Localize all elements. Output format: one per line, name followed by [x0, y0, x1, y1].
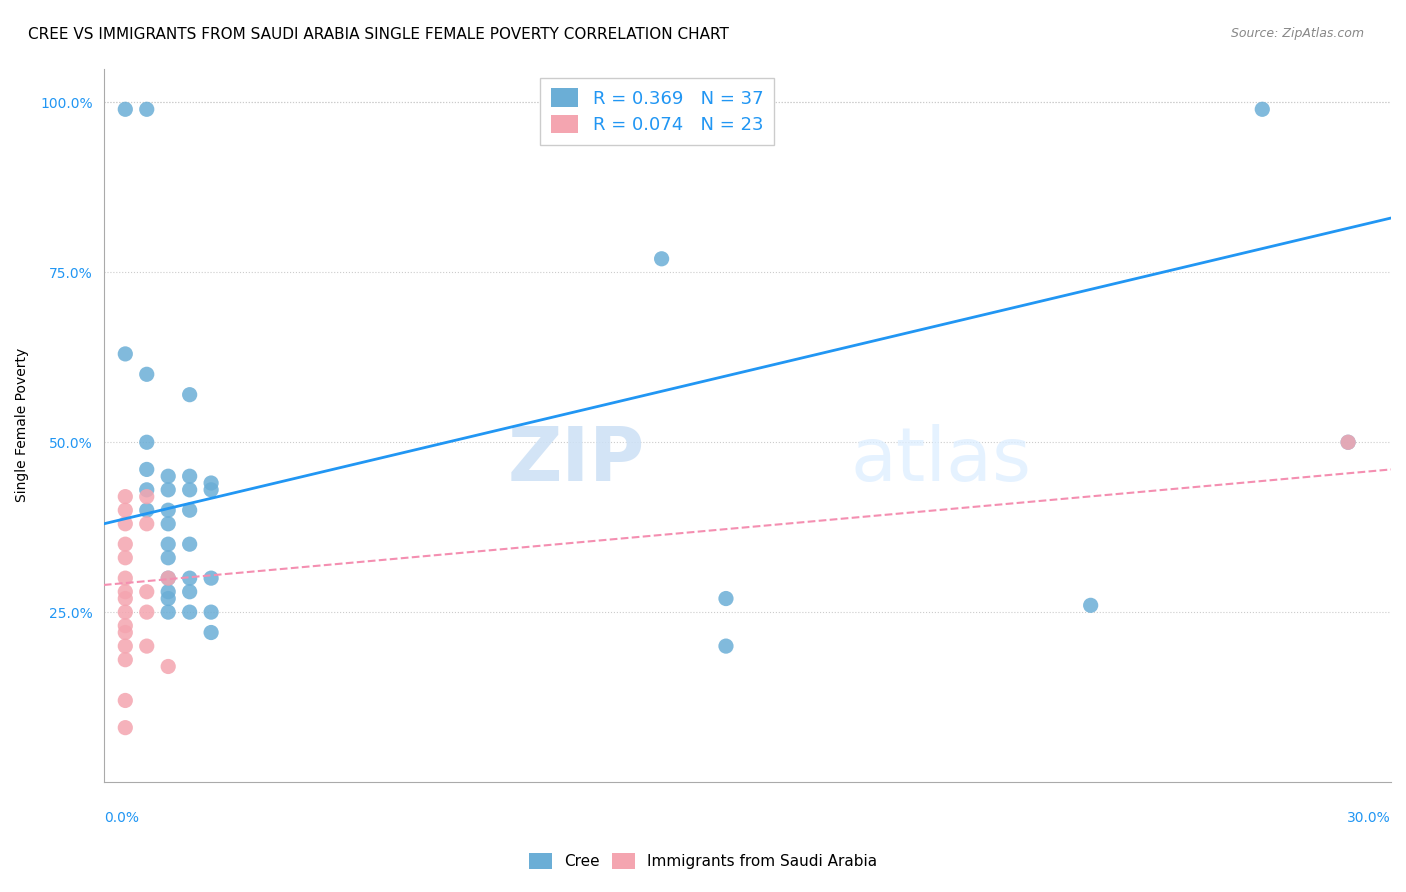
Point — [157, 591, 180, 606]
Point — [114, 693, 136, 707]
Point — [651, 252, 673, 266]
Point — [179, 387, 201, 401]
Y-axis label: Single Female Poverty: Single Female Poverty — [15, 348, 30, 502]
Text: Source: ZipAtlas.com: Source: ZipAtlas.com — [1230, 27, 1364, 40]
Point — [135, 490, 157, 504]
Point — [114, 584, 136, 599]
Point — [200, 476, 222, 491]
Point — [135, 516, 157, 531]
Point — [114, 605, 136, 619]
Legend: Cree, Immigrants from Saudi Arabia: Cree, Immigrants from Saudi Arabia — [523, 847, 883, 875]
Point — [135, 435, 157, 450]
Point — [114, 490, 136, 504]
Point — [114, 653, 136, 667]
Text: 30.0%: 30.0% — [1347, 811, 1391, 824]
Point — [114, 618, 136, 632]
Point — [135, 483, 157, 497]
Point — [135, 584, 157, 599]
Point — [1251, 103, 1274, 117]
Point — [157, 659, 180, 673]
Point — [114, 103, 136, 117]
Point — [114, 591, 136, 606]
Point — [200, 571, 222, 585]
Point — [179, 605, 201, 619]
Point — [135, 103, 157, 117]
Point — [1080, 599, 1102, 613]
Point — [135, 503, 157, 517]
Point — [157, 605, 180, 619]
Legend: R = 0.369   N = 37, R = 0.074   N = 23: R = 0.369 N = 37, R = 0.074 N = 23 — [540, 78, 775, 145]
Point — [179, 584, 201, 599]
Point — [179, 483, 201, 497]
Point — [179, 469, 201, 483]
Point — [114, 503, 136, 517]
Point — [1337, 435, 1360, 450]
Point — [135, 368, 157, 382]
Point — [135, 462, 157, 476]
Point — [114, 516, 136, 531]
Point — [157, 571, 180, 585]
Text: 0.0%: 0.0% — [104, 811, 139, 824]
Point — [157, 550, 180, 565]
Point — [157, 516, 180, 531]
Point — [135, 605, 157, 619]
Point — [114, 550, 136, 565]
Point — [157, 584, 180, 599]
Point — [114, 347, 136, 361]
Point — [714, 591, 737, 606]
Point — [157, 537, 180, 551]
Point — [157, 503, 180, 517]
Text: CREE VS IMMIGRANTS FROM SAUDI ARABIA SINGLE FEMALE POVERTY CORRELATION CHART: CREE VS IMMIGRANTS FROM SAUDI ARABIA SIN… — [28, 27, 728, 42]
Point — [200, 605, 222, 619]
Point — [179, 503, 201, 517]
Point — [200, 625, 222, 640]
Point — [114, 571, 136, 585]
Point — [1337, 435, 1360, 450]
Point — [200, 483, 222, 497]
Point — [135, 639, 157, 653]
Point — [114, 639, 136, 653]
Point — [114, 537, 136, 551]
Point — [114, 721, 136, 735]
Point — [114, 625, 136, 640]
Point — [157, 469, 180, 483]
Text: atlas: atlas — [851, 425, 1032, 498]
Point — [179, 537, 201, 551]
Point — [714, 639, 737, 653]
Point — [157, 571, 180, 585]
Point — [157, 483, 180, 497]
Text: ZIP: ZIP — [508, 425, 644, 498]
Point — [179, 571, 201, 585]
